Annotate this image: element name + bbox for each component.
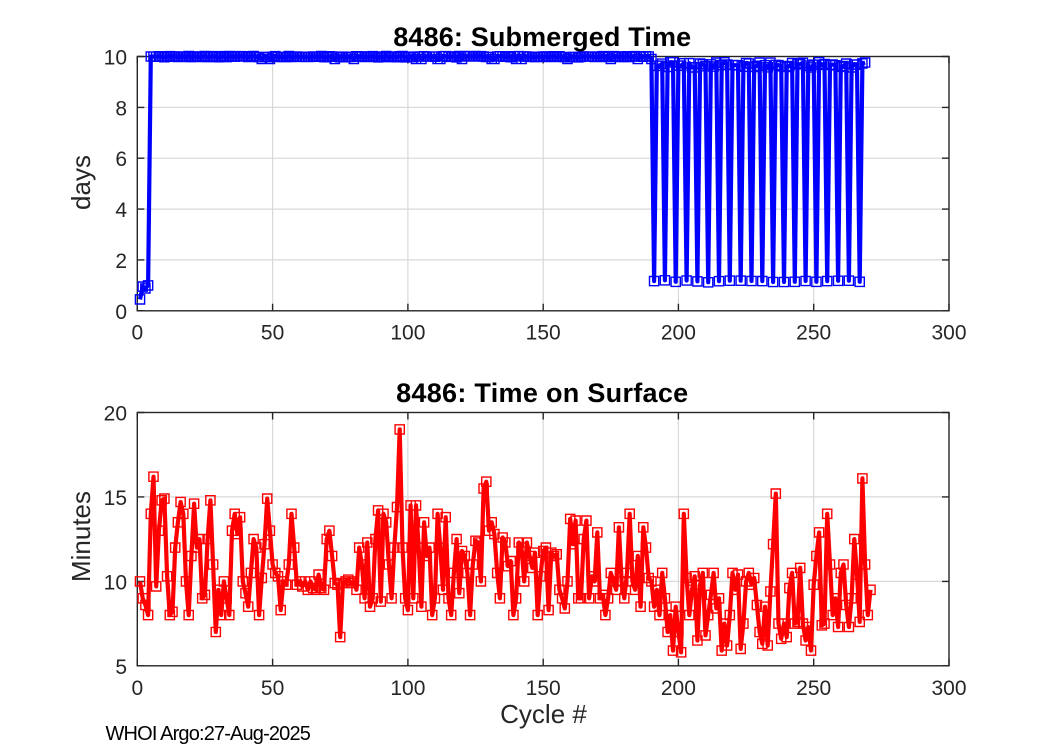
svg-text:10: 10 — [104, 47, 127, 70]
svg-text:4: 4 — [115, 199, 127, 222]
svg-text:8486: Submerged Time: 8486: Submerged Time — [393, 22, 691, 52]
svg-text:6: 6 — [115, 148, 127, 171]
svg-text:150: 150 — [526, 322, 561, 345]
svg-text:20: 20 — [104, 403, 127, 426]
svg-text:0: 0 — [131, 322, 143, 345]
svg-text:150: 150 — [526, 677, 561, 700]
svg-text:100: 100 — [390, 677, 425, 700]
svg-text:Minutes: Minutes — [66, 491, 96, 582]
svg-text:2: 2 — [115, 250, 127, 273]
svg-text:8: 8 — [115, 97, 127, 120]
svg-text:10: 10 — [104, 571, 127, 594]
svg-text:250: 250 — [796, 677, 831, 700]
svg-text:Cycle #: Cycle # — [500, 699, 587, 729]
svg-text:100: 100 — [390, 322, 425, 345]
svg-text:8486: Time on Surface: 8486: Time on Surface — [396, 378, 688, 408]
svg-text:300: 300 — [931, 677, 966, 700]
svg-text:5: 5 — [115, 656, 127, 679]
svg-text:50: 50 — [261, 322, 284, 345]
svg-text:WHOI Argo:27-Aug-2025: WHOI Argo:27-Aug-2025 — [106, 723, 311, 745]
svg-text:50: 50 — [261, 677, 284, 700]
svg-text:0: 0 — [115, 301, 127, 324]
svg-text:300: 300 — [931, 322, 966, 345]
svg-text:0: 0 — [131, 677, 143, 700]
svg-text:200: 200 — [661, 677, 696, 700]
svg-text:250: 250 — [796, 322, 831, 345]
svg-text:15: 15 — [104, 487, 127, 510]
svg-text:days: days — [66, 155, 96, 210]
svg-text:200: 200 — [661, 322, 696, 345]
